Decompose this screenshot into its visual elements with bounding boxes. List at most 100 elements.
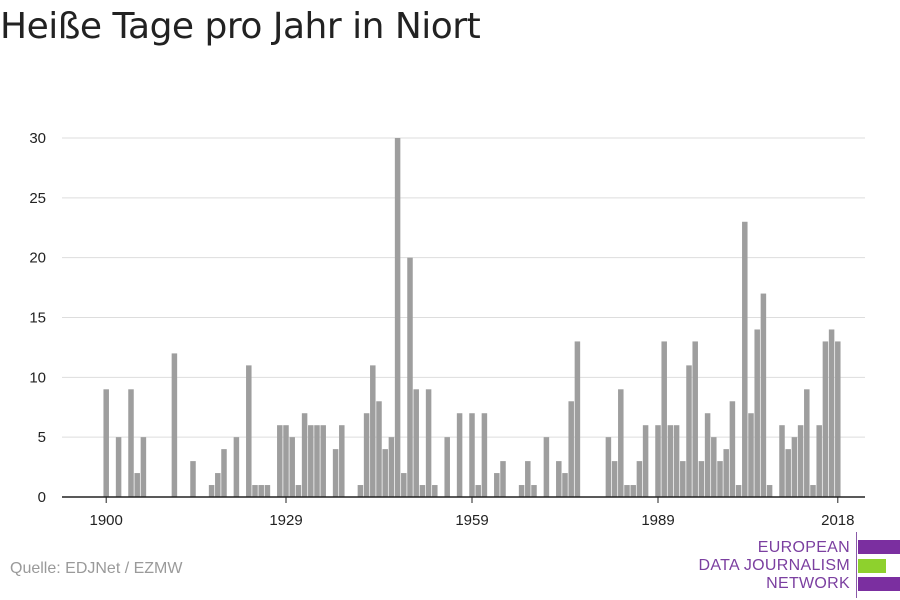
bar-1974[interactable] — [562, 473, 568, 497]
bar-1906[interactable] — [140, 437, 147, 497]
x-tick-label: 1989 — [641, 512, 674, 529]
bar-1989[interactable] — [655, 425, 661, 497]
bar-1934[interactable] — [314, 425, 320, 497]
bar-1953[interactable] — [432, 485, 438, 497]
bar-1981[interactable] — [605, 437, 612, 497]
bar-1952[interactable] — [425, 389, 432, 497]
bar-1930[interactable] — [289, 437, 295, 497]
bar-1900[interactable] — [103, 389, 109, 497]
bar-1967[interactable] — [518, 485, 525, 497]
logo-bar-purple-bottom — [858, 577, 900, 591]
bar-2005[interactable] — [754, 329, 760, 497]
bar-2018[interactable] — [835, 341, 841, 497]
x-axis: 1900 1929 1959 1989 2018 — [62, 496, 865, 529]
bar-2012[interactable] — [797, 425, 804, 497]
bar-1911[interactable] — [171, 353, 178, 497]
bar-1918[interactable] — [215, 473, 221, 497]
bar-1957[interactable] — [456, 413, 463, 497]
bar-1983[interactable] — [618, 389, 624, 497]
bar-1923[interactable] — [246, 365, 252, 497]
bar-1995[interactable] — [692, 341, 698, 497]
bar-1924[interactable] — [252, 485, 258, 497]
bar-1902[interactable] — [115, 437, 122, 497]
bar-1976[interactable] — [574, 341, 581, 497]
y-tick-label: 15 — [29, 310, 46, 327]
bar-1905[interactable] — [134, 473, 140, 497]
bar-1929[interactable] — [283, 425, 289, 497]
bar-1926[interactable] — [264, 485, 271, 497]
bar-1937[interactable] — [332, 449, 339, 497]
bar-2015[interactable] — [816, 425, 822, 497]
bar-1941[interactable] — [357, 485, 364, 497]
bar-1990[interactable] — [661, 341, 667, 497]
bar-1994[interactable] — [686, 365, 692, 497]
bar-1955[interactable] — [444, 437, 450, 497]
bar-1935[interactable] — [320, 425, 326, 497]
bar-1963[interactable] — [494, 473, 500, 497]
bar-1992[interactable] — [673, 425, 680, 497]
bar-1999[interactable] — [717, 461, 723, 497]
bar-1942[interactable] — [363, 413, 370, 497]
bar-1904[interactable] — [128, 389, 134, 497]
bar-1932[interactable] — [301, 413, 308, 497]
bar-1933[interactable] — [308, 425, 314, 497]
bar-1943[interactable] — [370, 365, 376, 497]
bar-1975[interactable] — [568, 401, 574, 497]
bar-1950[interactable] — [413, 389, 419, 497]
bar-1925[interactable] — [258, 485, 264, 497]
y-tick-label: 5 — [38, 429, 46, 446]
edjnet-logo[interactable]: EUROPEAN DATA JOURNALISM NETWORK — [699, 530, 900, 600]
bar-1971[interactable] — [543, 437, 550, 497]
bar-1986[interactable] — [636, 461, 643, 497]
bar-1945[interactable] — [382, 449, 388, 497]
bar-1914[interactable] — [190, 461, 196, 497]
bar-1987[interactable] — [642, 425, 649, 497]
bar-1996[interactable] — [698, 461, 705, 497]
bar-1984[interactable] — [624, 485, 630, 497]
bar-2004[interactable] — [748, 413, 754, 497]
bar-1985[interactable] — [630, 485, 636, 497]
bar-1960[interactable] — [475, 485, 481, 497]
chart-title: Heiße Tage pro Jahr in Niort — [0, 6, 481, 47]
bar-2002[interactable] — [735, 485, 742, 497]
bar-1997[interactable] — [704, 413, 711, 497]
bar-2007[interactable] — [766, 485, 773, 497]
bar-1993[interactable] — [680, 461, 686, 497]
bar-1973[interactable] — [556, 461, 562, 497]
source-note: Quelle: EDJNet / EZMW — [10, 560, 183, 577]
bar-1931[interactable] — [295, 485, 302, 497]
bar-1959[interactable] — [469, 413, 475, 497]
bar-2017[interactable] — [828, 329, 835, 497]
bar-1949[interactable] — [407, 257, 413, 497]
bar-2009[interactable] — [779, 425, 785, 497]
bar-1944[interactable] — [376, 401, 382, 497]
bar-1968[interactable] — [525, 461, 531, 497]
bar-2014[interactable] — [810, 485, 816, 497]
bar-1964[interactable] — [500, 461, 506, 497]
bar-2001[interactable] — [729, 401, 736, 497]
bar-2010[interactable] — [785, 449, 791, 497]
bar-2011[interactable] — [791, 437, 798, 497]
bar-1998[interactable] — [711, 437, 717, 497]
bar-1991[interactable] — [667, 425, 674, 497]
bar-2013[interactable] — [804, 389, 810, 497]
bar-2006[interactable] — [760, 293, 767, 497]
bar-1928[interactable] — [277, 425, 283, 497]
bar-1917[interactable] — [208, 485, 215, 497]
logo-text-network: NETWORK — [766, 575, 850, 592]
bar-2016[interactable] — [822, 341, 829, 497]
bar-1969[interactable] — [531, 485, 537, 497]
bar-2000[interactable] — [723, 449, 729, 497]
bar-1946[interactable] — [388, 437, 395, 497]
bar-1919[interactable] — [221, 449, 227, 497]
bar-1947[interactable] — [394, 138, 401, 497]
bar-1948[interactable] — [401, 473, 407, 497]
bar-1951[interactable] — [419, 485, 426, 497]
bar-1961[interactable] — [481, 413, 488, 497]
logo-bar-green — [858, 559, 886, 573]
bar-2003[interactable] — [742, 221, 748, 497]
bar-1921[interactable] — [233, 437, 240, 497]
bar-1982[interactable] — [611, 461, 618, 497]
bar-1938[interactable] — [339, 425, 345, 497]
